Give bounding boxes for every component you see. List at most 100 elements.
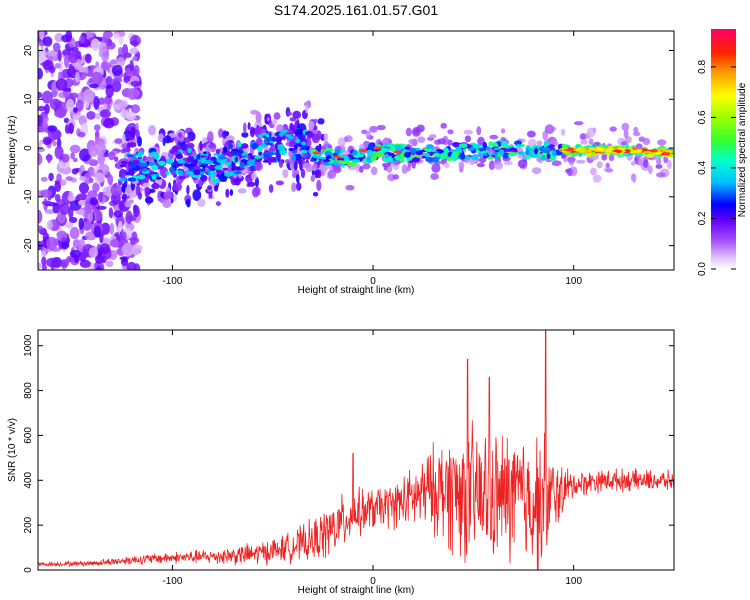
heatmap-border — [37, 30, 675, 271]
heatmap-cell — [98, 41, 108, 54]
heatmap-cell — [106, 105, 111, 111]
heatmap-cell — [68, 206, 74, 219]
heatmap-cell — [201, 137, 208, 143]
snr-panel: -100 0 100 0 200 400 600 800 1000 Height of str… — [7, 329, 675, 596]
heatmap-cell — [157, 133, 165, 143]
heatmap-cell — [175, 169, 179, 175]
heatmap-cell — [642, 137, 651, 146]
heatmap-cell — [430, 173, 439, 180]
snr-series — [37, 329, 675, 570]
heatmap-cell — [47, 153, 52, 164]
heatmap-cell — [308, 120, 315, 131]
heatmap-cell — [601, 153, 608, 161]
heatmap-cell — [83, 88, 95, 103]
heatmap-cell — [294, 120, 299, 128]
heatmap-cell — [332, 155, 341, 159]
heatmap-cell — [162, 137, 166, 147]
heatmap-cell — [41, 200, 52, 205]
heatmap-cell — [427, 148, 432, 153]
heatmap-cell — [181, 141, 187, 152]
heatmap-cell — [130, 40, 139, 46]
heatmap-cell — [527, 130, 536, 138]
heatmap-cell — [95, 254, 104, 264]
heatmap-cell — [543, 140, 550, 147]
heatmap-cell — [222, 167, 229, 171]
heatmap-cell — [370, 155, 377, 161]
heatmap-cell — [254, 155, 261, 160]
snr-x-axis-label: Height of straight line (km) — [298, 585, 415, 596]
heatmap-cell — [241, 153, 246, 157]
heatmap-cell — [117, 101, 128, 109]
heatmap-cell — [199, 140, 203, 151]
heatmap-cell — [78, 182, 90, 194]
heatmap-cell — [389, 145, 395, 152]
heatmap-cell — [130, 104, 141, 114]
heatmap-cell — [185, 170, 194, 175]
heatmap-cell — [575, 159, 586, 164]
heatmap-cell — [423, 152, 431, 157]
heatmap-cell — [367, 143, 375, 150]
heatmap-cell — [160, 155, 166, 163]
heatmap-cell — [68, 92, 79, 99]
heatmap-cell — [529, 155, 538, 158]
heatmap-cell — [394, 144, 403, 152]
heatmap-cell — [458, 161, 465, 169]
heatmap-cell — [300, 141, 306, 146]
heatmap-cell — [386, 165, 393, 173]
heatmap-cell — [256, 145, 263, 152]
heatmap-cell — [38, 143, 42, 148]
heatmap-cell — [384, 153, 389, 159]
heatmap-cell — [137, 136, 143, 147]
heatmap-cell — [440, 152, 448, 159]
heatmap-cell — [44, 138, 53, 144]
heatmap-cell — [131, 231, 138, 241]
heatmap-cell — [57, 49, 62, 62]
heatmap-y-axis-label: Frequency (Hz) — [7, 116, 18, 185]
heatmap-cell — [45, 50, 57, 57]
heatmap-cell — [296, 174, 300, 184]
heatmap-cell — [125, 210, 133, 225]
heatmap-cell — [540, 156, 545, 160]
heatmap-cell — [289, 140, 296, 148]
heatmap-cell — [62, 49, 72, 57]
heatmap-cell — [213, 185, 219, 192]
snr-y-tick-label: 200 — [23, 516, 34, 533]
heatmap-cell — [78, 217, 84, 230]
heatmap-cell — [314, 118, 318, 124]
heatmap-cell — [361, 129, 368, 134]
heatmap-cell — [237, 188, 247, 194]
heatmap-cell — [621, 122, 630, 131]
colorbar-tick-label: 0.8 — [697, 60, 708, 74]
heatmap-x-tick-label: -100 — [162, 276, 182, 287]
heatmap-cell — [92, 182, 100, 193]
heatmap-cell — [109, 222, 115, 235]
heatmap-cell — [282, 169, 289, 178]
heatmap-cell — [192, 189, 202, 202]
heatmap-cell — [615, 150, 623, 153]
heatmap-cell — [302, 134, 307, 139]
heatmap-cell — [224, 171, 233, 177]
heatmap-cell — [239, 161, 245, 169]
heatmap-cell — [218, 128, 224, 139]
heatmap-cell — [278, 159, 283, 168]
heatmap-cell — [231, 166, 240, 171]
heatmap-cell — [131, 159, 140, 165]
heatmap-cell — [417, 136, 426, 143]
heatmap-cell — [88, 83, 99, 89]
heatmap-cell — [334, 148, 341, 155]
heatmap-cell — [473, 143, 480, 149]
heatmap-cell — [415, 147, 421, 151]
heatmap-cell — [316, 179, 322, 192]
heatmap-cell — [229, 189, 234, 196]
heatmap-cell — [77, 131, 86, 138]
heatmap-cell — [411, 126, 421, 137]
heatmap-cell — [46, 257, 58, 268]
heatmap-cell — [655, 164, 663, 169]
heatmap-cell — [136, 174, 146, 180]
heatmap-cell — [186, 198, 191, 208]
heatmap-cell — [631, 161, 636, 166]
heatmap-cell — [105, 76, 113, 86]
heatmap-cell — [275, 180, 284, 186]
heatmap-cell — [311, 170, 315, 176]
heatmap-cell — [370, 166, 378, 176]
